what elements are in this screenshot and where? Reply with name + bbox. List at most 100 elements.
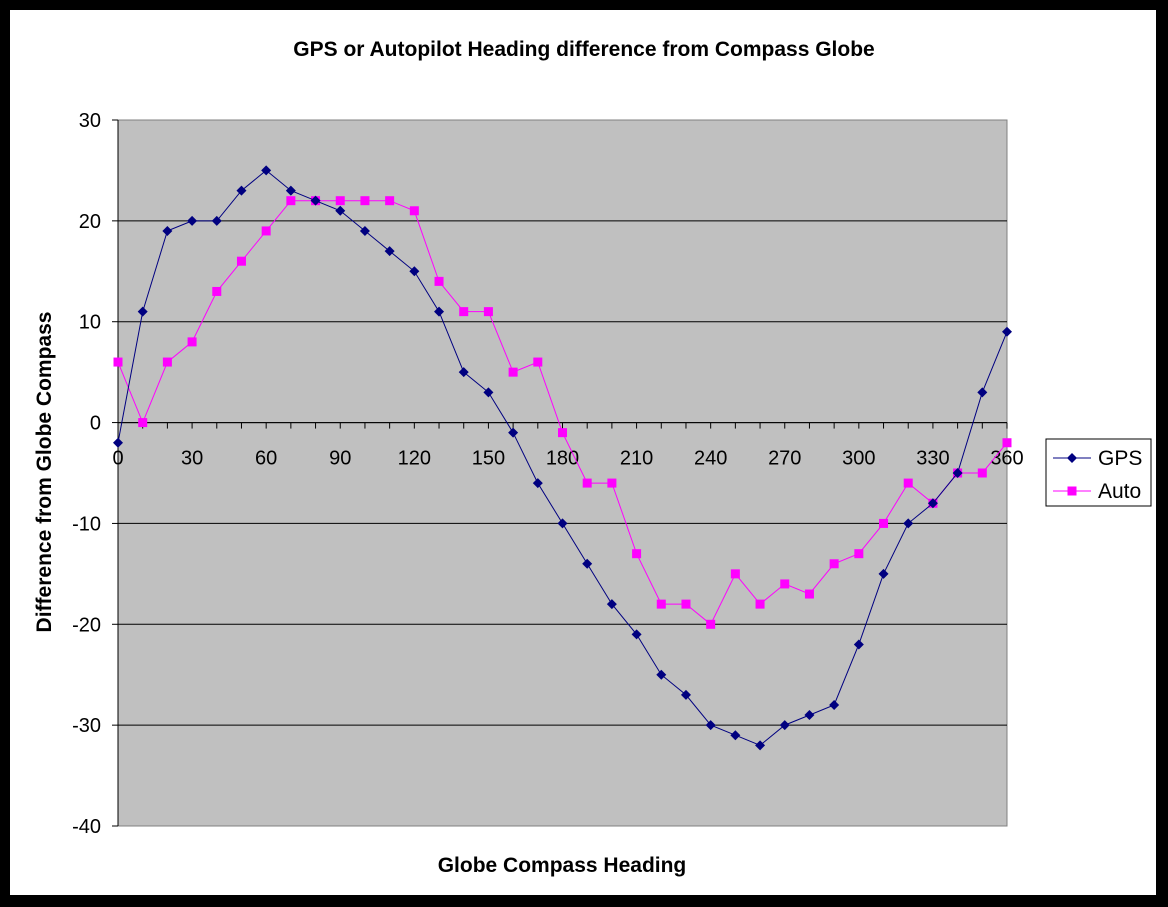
legend-box: [1045, 438, 1152, 507]
auto-legend-label: Auto: [1098, 480, 1141, 503]
gps-data-point: [705, 720, 716, 731]
gps-data-point: [730, 730, 741, 741]
gps-data-point: [236, 185, 247, 196]
x-tick-label: 240: [694, 448, 727, 470]
gps-data-point: [483, 387, 494, 398]
gps-data-point: [952, 468, 963, 478]
y-tick-label: 20: [79, 211, 101, 233]
x-tick-label: 0: [112, 448, 123, 470]
x-tick-label: 330: [916, 448, 949, 470]
series: [113, 165, 1012, 751]
plot-area: [117, 119, 1008, 827]
gps-data-point: [310, 195, 321, 206]
gps-legend-marker: [1067, 453, 1077, 463]
auto-data-point: [829, 559, 839, 569]
x-tick-label: 120: [398, 448, 431, 470]
x-tick-label: 90: [329, 448, 351, 470]
x-axis-title: Globe Compass Heading: [438, 854, 687, 877]
auto-data-point: [730, 569, 740, 579]
auto-data-point: [558, 428, 567, 438]
gps-data-point: [285, 185, 296, 196]
gps-data-point: [631, 629, 642, 640]
gps-data-point: [606, 599, 617, 610]
auto-data-point: [360, 196, 370, 206]
auto-data-point: [335, 196, 345, 206]
x-tick-label: 180: [546, 448, 579, 470]
auto-data-point: [236, 256, 246, 266]
auto-legend-marker: [1067, 486, 1077, 496]
gps-data-point: [508, 427, 519, 438]
auto-data-point: [903, 478, 913, 488]
gps-data-point: [779, 720, 790, 731]
y-tick-label: -30: [72, 715, 101, 737]
auto-data-point: [533, 357, 543, 367]
auto-data-point: [459, 307, 469, 317]
gps-data-point: [359, 225, 370, 236]
gps-data-point: [853, 639, 864, 650]
gps-data-point: [409, 266, 420, 277]
auto-data-point: [879, 518, 889, 528]
gps-data-point: [434, 306, 445, 317]
gps-data-point: [532, 478, 543, 489]
gps-legend-label: GPS: [1098, 447, 1142, 470]
auto-data-point: [212, 286, 222, 296]
auto-data-point: [755, 599, 765, 609]
gps-data-point: [335, 205, 346, 216]
y-tick-label: 10: [79, 312, 101, 334]
auto-data-point: [854, 549, 864, 559]
auto-data-point: [977, 468, 987, 478]
gps-data-point: [903, 518, 914, 529]
auto-data-point: [607, 478, 617, 488]
gps-data-point: [755, 740, 766, 751]
y-tick-label: -20: [72, 614, 101, 636]
auto-data-point: [706, 619, 716, 629]
auto-data-point: [632, 549, 642, 559]
x-tick-label: 30: [181, 448, 203, 470]
x-tick-label: 150: [472, 448, 505, 470]
gps-data-point: [1002, 326, 1012, 337]
gps-data-point: [582, 558, 593, 569]
auto-data-point: [162, 357, 172, 367]
auto-data-point: [434, 276, 444, 286]
auto-data-point: [582, 478, 592, 488]
auto-data-point: [261, 226, 271, 236]
gps-data-point: [977, 387, 988, 398]
auto-data-point: [656, 599, 666, 609]
gps-data-point: [458, 367, 469, 378]
auto-data-point: [385, 196, 395, 206]
auto-data-point: [508, 367, 518, 377]
gps-data-point: [680, 689, 691, 700]
chart-frame: GPS or Autopilot Heading difference from…: [10, 10, 1156, 895]
legend: GPS Auto: [1045, 438, 1152, 507]
x-tick-label: 210: [620, 448, 653, 470]
y-tick-label: -10: [72, 513, 101, 535]
y-tick-label: 30: [79, 110, 101, 132]
auto-data-point: [681, 599, 691, 609]
auto-data-point: [113, 357, 123, 367]
x-tick-label: 60: [255, 448, 277, 470]
auto-data-point: [1002, 438, 1012, 448]
auto-data-point: [138, 418, 148, 428]
auto-data-point: [187, 337, 197, 347]
gps-data-point: [804, 710, 815, 721]
gps-data-point: [557, 518, 568, 529]
y-tick-label: -40: [72, 816, 101, 838]
y-axis-title: Difference from Globe Compass: [33, 312, 56, 633]
gps-data-point: [829, 699, 840, 710]
gps-data-point: [187, 215, 198, 226]
gps-data-point: [211, 215, 222, 226]
gps-data-point: [878, 568, 889, 579]
gps-data-point: [137, 306, 148, 317]
gps-data-point: [162, 225, 173, 236]
chart: GPS or Autopilot Heading difference from…: [33, 38, 1152, 877]
gps-data-point: [261, 165, 272, 176]
auto-data-point: [483, 307, 493, 317]
auto-data-point: [409, 206, 419, 216]
gps-data-point: [384, 246, 395, 257]
x-tick-label: 360: [990, 448, 1023, 470]
gps-data-point: [113, 437, 123, 448]
x-tick-label: 270: [768, 448, 801, 470]
gps-data-point: [927, 498, 938, 509]
auto-data-point: [780, 579, 790, 589]
gps-data-point: [656, 669, 667, 680]
